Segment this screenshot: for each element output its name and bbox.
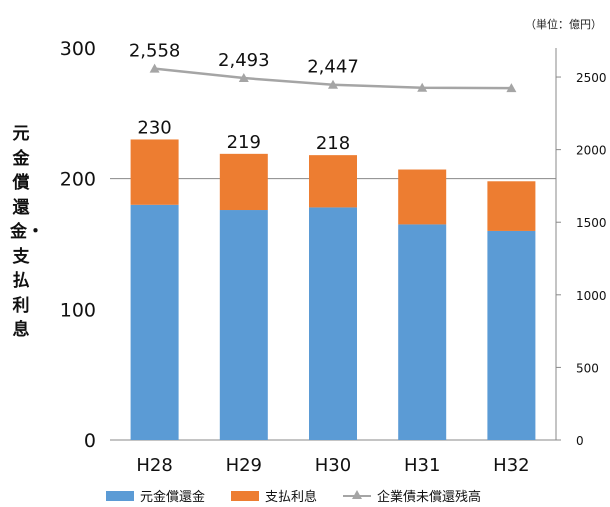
- x-tick-label-H31: H31: [404, 455, 440, 476]
- legend-interest: 支払利息: [231, 486, 317, 505]
- legend-interest-label: 支払利息: [265, 490, 318, 505]
- legend-principal-label: 元金償還金: [140, 490, 206, 505]
- bar-interest-H28: [130, 139, 179, 205]
- point-balance-H31: [417, 82, 428, 92]
- bar-principal-H29: [219, 210, 268, 440]
- legend: 元金償還金 支払利息 企業債未償還残高: [106, 486, 507, 505]
- x-tick-label-H30: H30: [315, 455, 351, 476]
- y-tick-label-300: 300: [60, 38, 96, 60]
- y-tick-label-100: 100: [60, 299, 96, 321]
- bar-principal-H32: [487, 230, 536, 440]
- legend-interest-swatch: [231, 490, 260, 501]
- line-label-H30: 2,447: [307, 57, 359, 78]
- legend-balance-swatch: [343, 489, 372, 501]
- bar-total-label-H29: 219: [227, 132, 261, 153]
- point-balance-H28: [149, 63, 160, 73]
- bar-interest-H31: [398, 169, 447, 225]
- bar-total-label-H28: 230: [137, 117, 171, 138]
- bar-interest-H30: [309, 155, 357, 208]
- y2-tick-label-0: 0: [576, 434, 584, 448]
- y2-tick-label-500: 500: [576, 361, 599, 375]
- bar-total-label-H30: 218: [316, 133, 350, 154]
- point-balance-H32: [506, 83, 517, 93]
- bar-interest-H29: [219, 153, 268, 211]
- x-tick-label-H32: H32: [493, 455, 529, 476]
- point-balance-H29: [238, 73, 249, 83]
- line-label-H28: 2,558: [129, 41, 181, 62]
- y-axis-title: 元金償還金・支払利息: [10, 124, 44, 340]
- bar-principal-H28: [130, 204, 179, 440]
- y2-tick-label-2500: 2500: [576, 71, 607, 85]
- y2-tick-label-2000: 2000: [576, 144, 607, 158]
- y2-tick-label-1000: 1000: [576, 289, 607, 303]
- line-label-H29: 2,493: [218, 50, 270, 71]
- y2-tick-label-1500: 1500: [576, 216, 607, 230]
- bar-interest-H32: [487, 181, 536, 231]
- legend-balance-label: 企業債未償還残高: [377, 490, 482, 505]
- y-tick-label-200: 200: [60, 169, 96, 191]
- legend-principal: 元金償還金: [106, 486, 205, 505]
- bar-principal-H30: [309, 207, 357, 440]
- legend-balance: 企業債未償還残高: [343, 486, 481, 505]
- point-balance-H30: [328, 79, 338, 89]
- bar-principal-H31: [398, 224, 447, 440]
- y-tick-label-0: 0: [84, 430, 96, 452]
- x-tick-label-H29: H29: [226, 455, 262, 476]
- unit-note: （単位：億円）: [525, 18, 602, 31]
- legend-principal-swatch: [106, 490, 134, 501]
- x-tick-label-H28: H28: [136, 455, 172, 476]
